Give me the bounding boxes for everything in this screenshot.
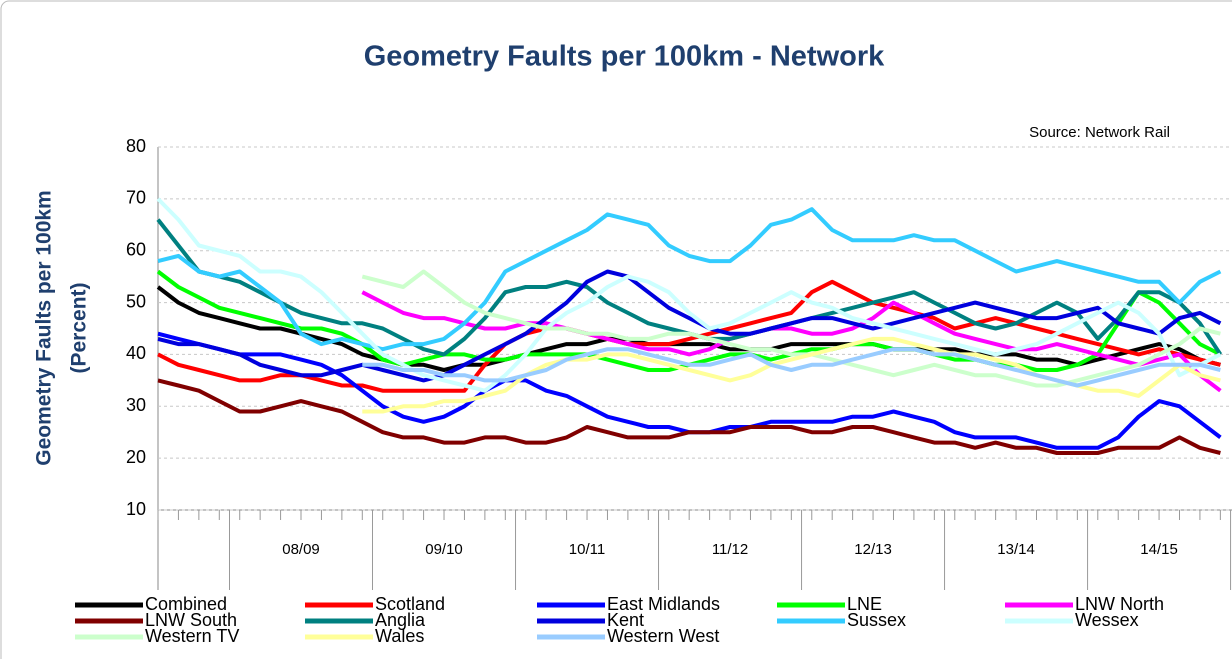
- legend-label: Wales: [375, 626, 424, 646]
- series-line: [362, 347, 1221, 388]
- source-note: Source: Network Rail: [1029, 124, 1170, 141]
- x-tick-label: 09/10: [425, 541, 463, 558]
- series-line: [361, 290, 1222, 393]
- legend-label: Combined: [145, 594, 227, 614]
- legend-label: LNW South: [145, 610, 237, 630]
- y-tick-label: 10: [126, 499, 146, 519]
- legend-label: Wessex: [1075, 610, 1139, 630]
- y-tick-label: 70: [126, 188, 146, 208]
- x-tick-label: 08/09: [282, 541, 320, 558]
- x-tick-label: 11/12: [712, 541, 748, 558]
- y-tick-label: 30: [126, 395, 146, 415]
- x-tick-label: 10/11: [569, 541, 605, 558]
- chart-title: Geometry Faults per 100km - Network: [364, 41, 885, 73]
- y-axis-label: (Percent): [68, 282, 91, 373]
- legend-label: LNW North: [1075, 594, 1164, 614]
- x-tick-label: 13/14: [997, 541, 1035, 558]
- series-line: [157, 207, 1222, 352]
- x-tick-label: 12/13: [854, 541, 892, 558]
- series-line: [156, 197, 1222, 393]
- y-tick-label: 80: [126, 136, 146, 156]
- y-tick-label: 60: [126, 239, 146, 259]
- legend-label: Scotland: [375, 594, 445, 614]
- legend-label: Western West: [607, 626, 719, 646]
- legend-label: LNE: [847, 594, 882, 614]
- legend-label: East Midlands: [607, 594, 720, 614]
- series-line: [157, 378, 1221, 455]
- y-tick-label: 40: [126, 343, 146, 363]
- x-tick-label: 14/15: [1140, 541, 1178, 558]
- series-line: [157, 279, 1221, 393]
- legend-label: Anglia: [375, 610, 426, 630]
- series-line: [157, 269, 1222, 383]
- legend-label: Kent: [607, 610, 644, 630]
- series-line: [361, 269, 1221, 388]
- y-axis-label: Geometry Faults per 100km: [33, 190, 56, 465]
- legend-label: Sussex: [847, 610, 906, 630]
- legend-label: Western TV: [145, 626, 239, 646]
- y-tick-label: 20: [126, 447, 146, 467]
- y-tick-label: 50: [126, 291, 146, 311]
